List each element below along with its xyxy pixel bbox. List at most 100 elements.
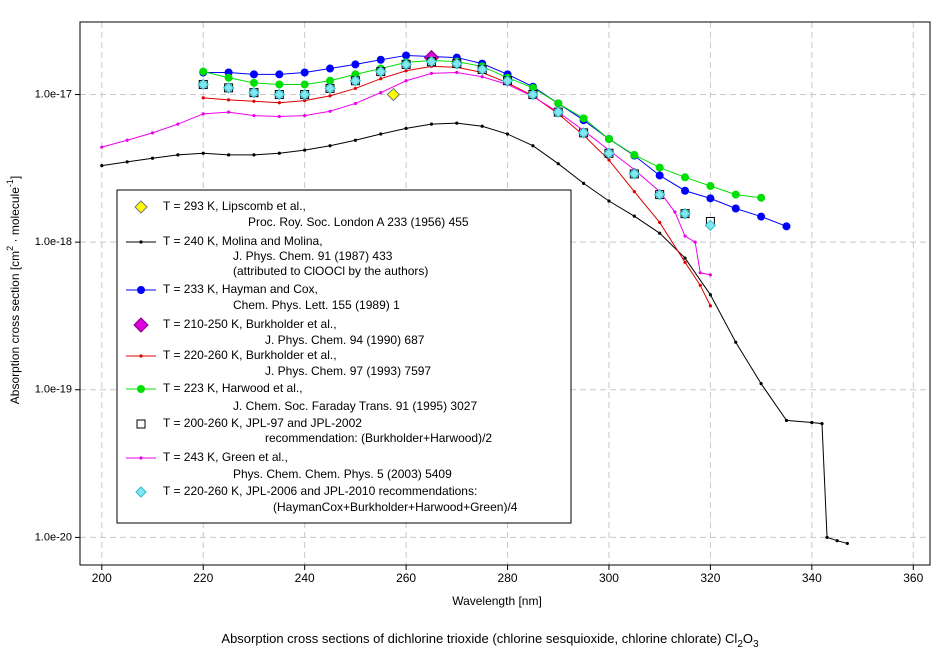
marker: [757, 212, 766, 221]
legend-item: T = 223 K, Harwood et al., J. Chem. Soc. …: [126, 381, 477, 413]
legend-label: T = 233 K, Hayman and Cox,: [163, 282, 318, 296]
marker: [134, 200, 148, 214]
axes: 200 220 240 260 280 300 320 340 360 1.0e-20 1.0e-1…: [35, 88, 924, 585]
legend-item: T = 240 K, Molina and Molina,J. Phys. Ch…: [126, 234, 428, 278]
marker: [139, 456, 143, 460]
marker: [379, 91, 383, 95]
legend-note: Chem. Phys. Lett. 155 (1989) 1: [233, 298, 400, 312]
y-tick-label: 1.0e-20: [35, 531, 72, 543]
marker: [326, 76, 335, 85]
marker: [150, 156, 155, 160]
marker: [133, 317, 149, 333]
legend-label: T = 240 K, Molina and Molina,: [163, 234, 323, 248]
marker: [176, 153, 180, 157]
marker: [201, 151, 205, 155]
marker: [731, 190, 740, 199]
marker: [455, 70, 459, 75]
legend-note: (HaymanCox+Burkholder+Harwood+Green)/4: [273, 500, 518, 514]
marker: [201, 96, 205, 100]
legend-item: T = 293 K, Lipscomb et al., Proc. Roy. So…: [134, 199, 469, 229]
legend-item: T = 220-260 K, Burkholder et al., J. Phys…: [126, 348, 431, 378]
legend-label: T = 223 K, Harwood et al.,: [163, 381, 303, 395]
legend: T = 293 K, Lipscomb et al., Proc. Roy. So…: [116, 189, 572, 524]
marker: [404, 126, 408, 130]
legend-note: (attributed to ClOOCl by the authors): [233, 264, 428, 278]
marker: [681, 186, 690, 195]
marker: [273, 88, 286, 101]
marker: [252, 153, 256, 157]
legend-label: T = 243 K, Green et al.,: [163, 450, 288, 464]
marker: [248, 86, 260, 99]
marker: [326, 64, 335, 73]
marker: [425, 55, 438, 68]
marker: [222, 82, 235, 94]
y-label-sup: 2: [5, 246, 15, 251]
caption-text: O: [743, 631, 753, 646]
marker: [400, 58, 412, 71]
legend-note: Proc. Roy. Soc. London A 233 (1956) 455: [248, 215, 469, 229]
marker: [501, 75, 514, 87]
marker: [630, 150, 639, 159]
marker: [683, 260, 687, 264]
marker: [386, 87, 401, 102]
marker: [556, 162, 560, 166]
marker: [658, 231, 662, 235]
marker: [708, 293, 712, 297]
marker: [349, 75, 362, 87]
marker: [249, 70, 258, 79]
marker: [277, 114, 281, 119]
marker: [825, 535, 829, 539]
marker: [505, 132, 510, 136]
marker: [693, 240, 697, 244]
marker: [379, 77, 383, 81]
plot-data: [100, 49, 849, 546]
marker: [277, 101, 281, 105]
marker: [125, 138, 129, 142]
marker: [300, 68, 309, 77]
marker: [628, 168, 641, 180]
y-label-sup: -1: [5, 179, 15, 187]
marker: [353, 101, 357, 106]
y-tick-label: 1.0e-18: [35, 236, 72, 248]
marker: [784, 418, 789, 423]
marker: [577, 127, 590, 139]
marker: [100, 164, 104, 168]
legend-item: T = 233 K, Hayman and Cox, Chem. Phys. Le…: [126, 282, 400, 312]
marker: [137, 286, 145, 294]
marker: [845, 541, 849, 546]
legend-note: J. Chem. Soc. Faraday Trans. 91 (1995) 3…: [233, 399, 477, 413]
marker: [429, 122, 434, 126]
y-tick-label: 1.0e-17: [35, 88, 72, 100]
legend-label: T = 210-250 K, Burkholder et al.,: [163, 317, 337, 331]
marker: [300, 80, 309, 89]
y-label-text: ]: [8, 176, 22, 179]
caption: Absorption cross sections of dichlorine …: [221, 631, 759, 649]
marker: [734, 340, 738, 344]
marker: [303, 98, 307, 103]
marker: [603, 147, 615, 159]
legend-item: T = 210-250 K, Burkholder et al., J. Phys…: [133, 317, 425, 347]
marker: [835, 539, 839, 543]
marker: [554, 99, 563, 108]
legend-note: Phys. Chem. Chem. Phys. 5 (2003) 5409: [233, 467, 452, 481]
marker: [429, 71, 434, 76]
x-tick-label: 280: [498, 571, 518, 585]
marker: [632, 214, 636, 218]
marker: [303, 113, 307, 118]
marker: [353, 86, 357, 91]
x-tick-label: 360: [903, 571, 923, 585]
marker: [298, 88, 311, 101]
legend-label: T = 200-260 K, JPL-97 and JPL-2002: [163, 416, 362, 430]
marker: [136, 419, 146, 429]
marker: [404, 79, 408, 83]
y-tick-label: 1.0e-19: [35, 384, 72, 396]
marker: [275, 70, 284, 79]
marker: [376, 55, 385, 64]
marker: [226, 98, 231, 102]
marker: [673, 210, 677, 214]
marker: [252, 99, 256, 103]
marker: [353, 138, 357, 142]
series: [386, 87, 401, 102]
marker: [176, 122, 180, 126]
